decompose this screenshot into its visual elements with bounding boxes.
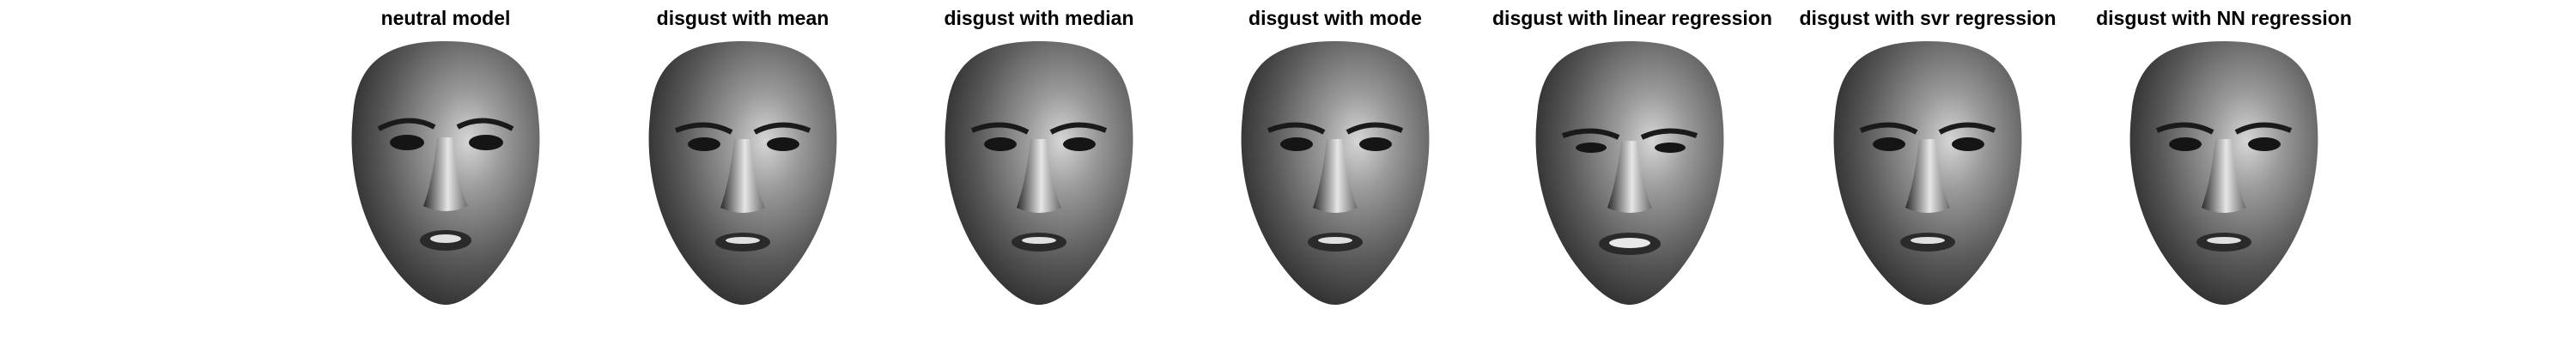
panel-title: neutral model (380, 7, 511, 29)
face-render-image (1833, 41, 2022, 305)
panel-title: disgust with mean (656, 7, 829, 29)
face-panel-neutral-model: neutral model (308, 0, 583, 358)
panel-title: disgust with svr regression (1799, 7, 2057, 29)
face-panel-disgust-linear-regression: disgust with linear regression (1492, 0, 1772, 358)
face-panel-disgust-mode: disgust with mode (1198, 0, 1473, 358)
face-panel-disgust-nn-regression: disgust with NN regression (2087, 0, 2361, 358)
panel-title: disgust with NN regression (2096, 7, 2352, 29)
face-render-image (2129, 41, 2318, 305)
face-render-image (1241, 41, 1430, 305)
face-render-image (1535, 41, 1724, 305)
face-panel-disgust-mean: disgust with mean (605, 0, 880, 358)
panel-title: disgust with median (944, 7, 1134, 29)
face-render-image (648, 41, 837, 305)
face-panel-disgust-svr-regression: disgust with svr regression (1790, 0, 2065, 358)
panel-title: disgust with mode (1249, 7, 1422, 29)
panel-title: disgust with linear regression (1492, 7, 1772, 29)
face-render-image (945, 41, 1133, 305)
face-panel-disgust-median: disgust with median (902, 0, 1176, 358)
face-render-image (351, 41, 540, 305)
